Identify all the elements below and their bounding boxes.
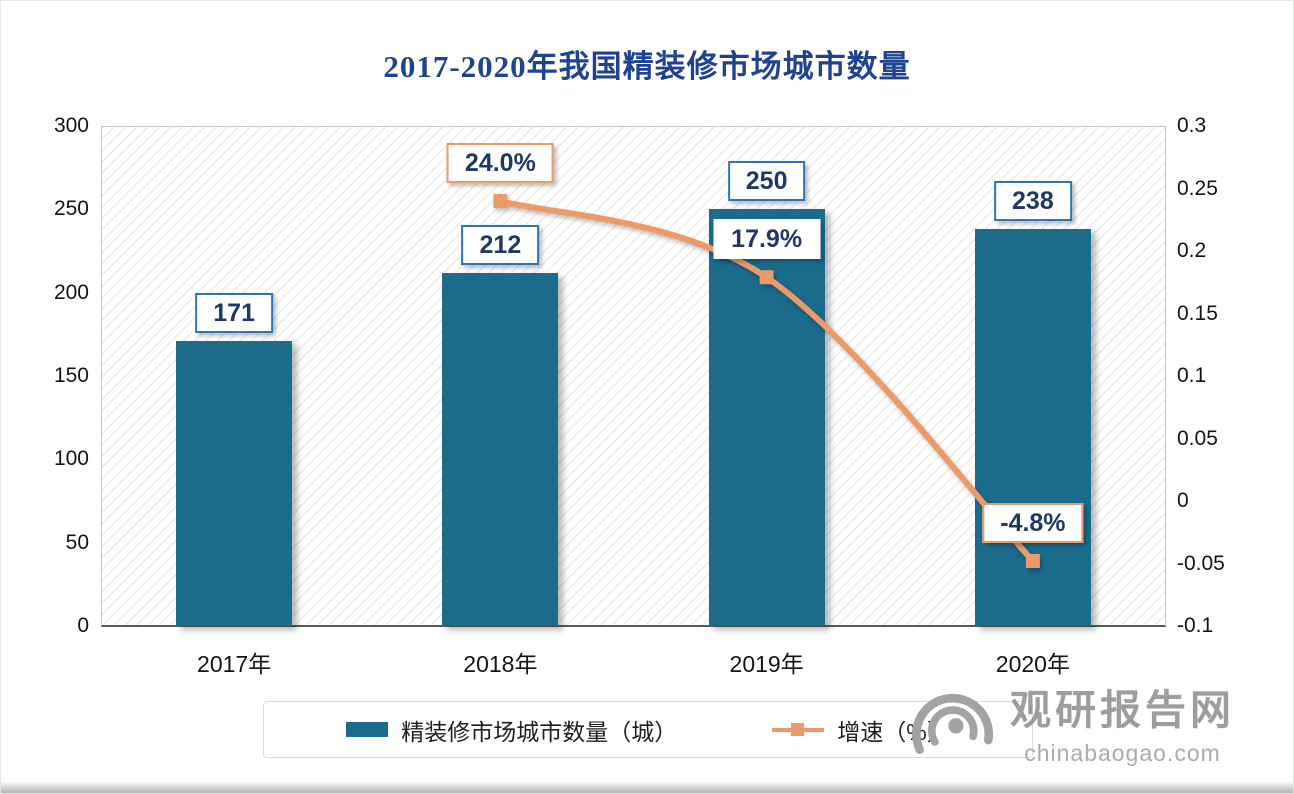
bar-value-label: 250 [727, 161, 806, 202]
x-axis-label: 2017年 [197, 651, 272, 677]
bar [442, 272, 559, 626]
line-value-label: 17.9% [713, 219, 821, 260]
right-axis-tick: 0.3 [1177, 114, 1207, 137]
bar [708, 209, 825, 626]
line-value-label: -4.8% [982, 503, 1084, 543]
left-axis-tick: 100 [53, 447, 89, 471]
right-axis-tick: 0.15 [1177, 301, 1218, 325]
left-axis-tick: 250 [53, 197, 89, 221]
right-axis-tick: -0.1 [1177, 614, 1214, 637]
bar-value-label: 171 [195, 293, 273, 333]
bar [176, 341, 293, 626]
watermark-url: chinabaogao.com [1024, 740, 1221, 766]
right-axis-tick: 0.05 [1177, 426, 1218, 450]
right-axis-tick: 0.2 [1177, 239, 1207, 262]
legend: 精装修市场城市数量（城） 增速（%） [263, 701, 1033, 758]
watermark-logo-icon [912, 693, 994, 754]
chart-title: 2017-2020年我国精装修市场城市数量 [383, 49, 911, 84]
watermark: 观研报告网 chinabaogao.com [906, 676, 1235, 767]
right-axis-tick: 0 [1177, 489, 1189, 512]
right-axis-tick: 0.1 [1177, 364, 1207, 387]
bar-swatch-icon [346, 722, 389, 737]
right-axis-tick: 0.25 [1177, 176, 1218, 200]
right-axis-tick: -0.05 [1177, 551, 1225, 575]
x-axis-label: 2020年 [995, 651, 1070, 677]
left-axis-tick: 0 [77, 614, 89, 637]
left-axis-tick: 150 [53, 364, 89, 387]
bar-value-label: 212 [461, 224, 540, 265]
bottom-edge-shade [1, 781, 1293, 793]
watermark-name: 观研报告网 [1010, 687, 1235, 733]
legend-label-bar-series: 精装修市场城市数量（城） [401, 718, 678, 745]
left-axis-tick: 200 [53, 280, 89, 304]
legend-item-bar-series: 精装修市场城市数量（城） [346, 713, 677, 747]
line-swatch-icon [772, 722, 825, 737]
line-value-label: 24.0% [446, 143, 554, 183]
left-axis-tick: 50 [65, 530, 89, 554]
x-axis-label: 2018年 [463, 651, 538, 677]
left-axis-tick: 300 [53, 114, 89, 137]
bar-value-label: 238 [994, 181, 1072, 222]
line-marker-icon [791, 723, 805, 736]
watermark-text: 观研报告网 chinabaogao.com [1010, 676, 1235, 767]
bar [974, 229, 1091, 626]
x-axis-label: 2019年 [729, 651, 804, 677]
